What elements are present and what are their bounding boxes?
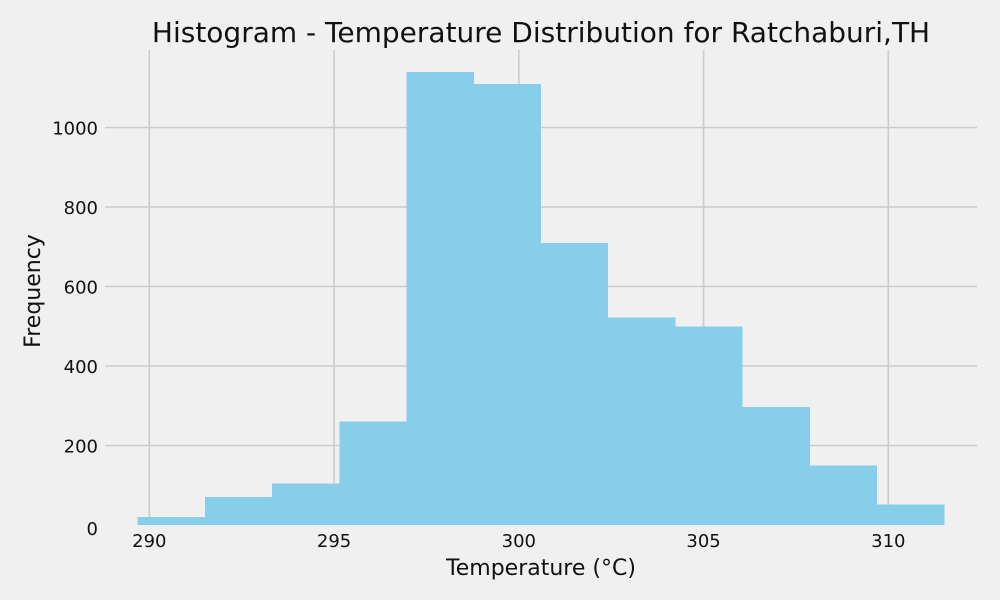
histogram-bar	[406, 71, 474, 525]
y-tick-labels: 0 200 400 600 800 1000	[52, 119, 98, 540]
chart-title: Histogram - Temperature Distribution for…	[152, 16, 930, 49]
histogram-bar	[204, 497, 273, 525]
x-tick-labels: 290 295 300 305 310	[132, 531, 905, 552]
histogram-bar	[473, 83, 541, 525]
histogram-bar	[742, 406, 810, 525]
x-tick-label: 310	[871, 531, 905, 552]
y-tick-label: 1000	[52, 119, 98, 140]
histogram-bar	[608, 317, 676, 525]
y-tick-label: 200	[64, 437, 98, 458]
y-tick-label: 600	[64, 278, 98, 299]
histogram-bar	[809, 465, 878, 525]
y-tick-label: 800	[64, 198, 98, 219]
histogram-bar	[541, 242, 609, 526]
y-tick-label: 0	[87, 519, 98, 540]
x-tick-label: 295	[317, 531, 351, 552]
histogram-bar	[272, 483, 340, 525]
histogram-bar	[137, 517, 205, 525]
x-tick-label: 300	[502, 531, 536, 552]
x-axis-label: Temperature (°C)	[445, 556, 636, 581]
y-axis-label: Frequency	[21, 234, 46, 348]
x-tick-label: 290	[132, 531, 166, 552]
histogram-bar	[675, 326, 743, 525]
histogram-bar	[877, 504, 945, 525]
x-tick-label: 305	[686, 531, 720, 552]
bars	[137, 71, 945, 526]
histogram-bar	[339, 421, 407, 525]
y-tick-label: 400	[64, 357, 98, 378]
